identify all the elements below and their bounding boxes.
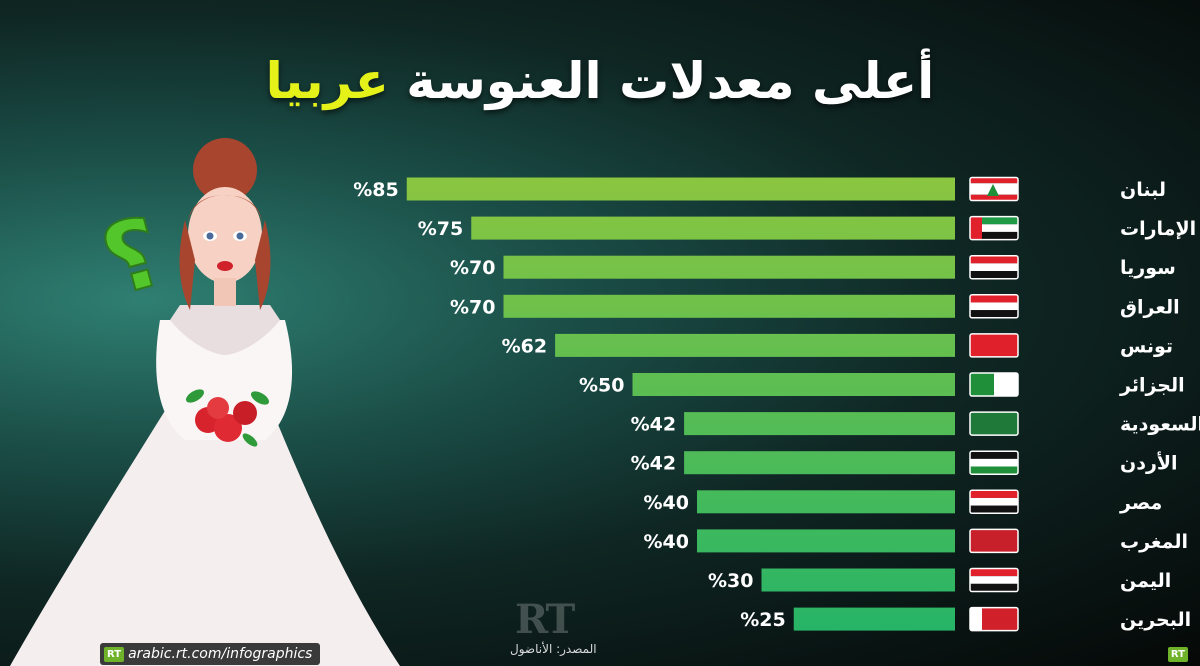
- iraq-flag-icon: [969, 294, 1019, 319]
- value-label-2: %75: [418, 218, 463, 240]
- category-label-6: الجزائر: [1119, 375, 1185, 397]
- value-label-3: %70: [450, 257, 495, 279]
- bar-8: [684, 451, 955, 475]
- value-label-6: %50: [579, 375, 624, 397]
- footer-url: RT arabic.rt.com/infographics: [100, 643, 321, 665]
- value-label-10: %40: [644, 531, 689, 553]
- bar-10: [697, 529, 955, 553]
- value-label-9: %40: [644, 492, 689, 514]
- bar-6: [632, 373, 955, 396]
- bars-group: %85 لبنان %75 الإمارات %70 سوريا %70 العراق %62 ت…: [353, 177, 1200, 631]
- bar-9: [697, 490, 955, 514]
- bar-5: [555, 333, 955, 357]
- source-note: المصدر: الأناضول: [510, 642, 597, 656]
- bahrain-flag-icon: [969, 606, 1019, 632]
- value-label-12: %25: [740, 609, 785, 631]
- bar-11: [761, 568, 955, 592]
- category-label-11: اليمن: [1120, 570, 1171, 592]
- value-label-5: %62: [502, 335, 547, 357]
- title-main: أعلى معدلات العنوسة: [406, 52, 935, 110]
- category-label-7: السعودية: [1120, 414, 1200, 436]
- category-label-2: الإمارات: [1120, 218, 1196, 240]
- flags-group: [969, 176, 1019, 632]
- syria-flag-icon: [969, 254, 1019, 280]
- bar-4: [503, 294, 955, 318]
- morocco-flag-icon: [969, 528, 1019, 554]
- saudi-flag-icon: [969, 411, 1019, 436]
- yemen-flag-icon: [969, 567, 1019, 593]
- lebanon-flag-icon: [969, 176, 1019, 202]
- svg-text:؟: ؟: [90, 195, 173, 318]
- category-label-9: مصر: [1119, 492, 1162, 514]
- category-label-1: لبنان: [1120, 179, 1166, 201]
- value-label-1: %85: [353, 179, 398, 201]
- bar-3: [503, 255, 955, 279]
- rt-badge-logo: RT: [104, 646, 125, 662]
- value-label-4: %70: [450, 296, 495, 318]
- category-label-3: سوريا: [1120, 257, 1176, 279]
- category-label-8: الأردن: [1120, 452, 1178, 475]
- footer-url-text: arabic.rt.com/infographics: [128, 646, 313, 662]
- category-label-4: العراق: [1120, 296, 1180, 318]
- bar-1: [406, 177, 955, 201]
- bar-12: [793, 607, 955, 631]
- bride-illustration: [10, 138, 400, 666]
- rt-watermark-logo: RT: [515, 596, 575, 643]
- bar-7: [684, 412, 955, 436]
- bar-2: [471, 216, 955, 240]
- value-label-11: %30: [708, 570, 753, 592]
- jordan-flag-icon: [969, 450, 1019, 475]
- tunisia-flag-icon: [969, 333, 1019, 358]
- question-mark-icon: ؟: [89, 194, 174, 319]
- egypt-flag-icon: [969, 489, 1019, 515]
- uae-flag-icon: [969, 215, 1019, 241]
- value-label-7: %42: [631, 414, 676, 436]
- category-label-10: المغرب: [1120, 531, 1188, 553]
- value-label-8: %42: [631, 453, 676, 475]
- title-accent: عربيا: [265, 52, 389, 110]
- category-label-5: تونس: [1120, 335, 1173, 357]
- corner-rt-badge: RT: [1167, 647, 1188, 662]
- corner-rt-logo: RT: [1167, 642, 1192, 662]
- chart-title: أعلى معدلات العنوسة عربيا: [0, 52, 1200, 110]
- algeria-flag-icon: [969, 372, 1019, 397]
- category-label-12: البحرين: [1120, 609, 1191, 631]
